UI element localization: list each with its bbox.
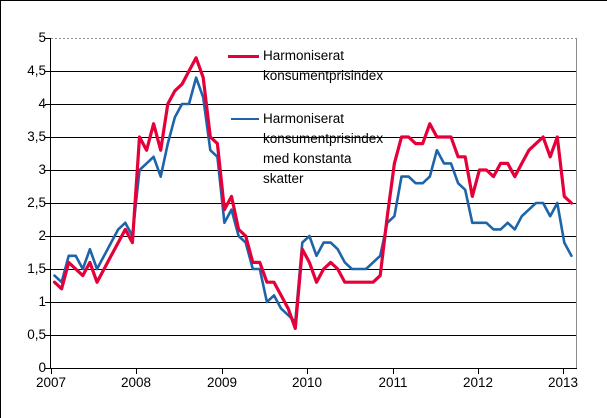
y-axis-label: 1,5 [27, 261, 46, 276]
y-axis-label: 2 [38, 228, 46, 243]
y-axis-label: 4,5 [27, 63, 46, 78]
legend-label-line: konsumentprisindex [263, 68, 384, 83]
legend-line-hicp [228, 55, 259, 58]
legend-label-line: konsumentprisindex [263, 131, 384, 146]
y-axis-label: 2,5 [27, 195, 46, 210]
x-axis-label: 2011 [378, 375, 408, 390]
hicp-constant-tax-series-line [53, 76, 573, 324]
legend-label-line: Harmoniserat [263, 111, 345, 126]
x-axis-label: 2010 [291, 375, 323, 390]
y-axis-label: 5 [38, 30, 46, 45]
y-axis-label: 4 [38, 96, 46, 111]
x-axis-label: 2009 [206, 375, 238, 390]
x-axis-label: 2007 [35, 375, 67, 390]
legend-label-hicp-ct: Harmoniserat konsumentprisindex med kons… [263, 109, 413, 189]
x-axis-label: 2008 [120, 375, 152, 390]
y-axis-label: 0,5 [27, 327, 46, 342]
legend-label-line: Harmoniserat [263, 48, 345, 63]
legend-label-line: skatter [263, 171, 304, 186]
y-axis-label: 0 [38, 360, 46, 375]
x-axis-label: 2012 [462, 375, 494, 390]
hicp-series-line [52, 56, 574, 330]
legend-label-line: med konstanta [263, 151, 352, 166]
y-axis-label: 3 [38, 162, 46, 177]
x-axis-label: 2013 [547, 375, 579, 390]
legend-label-hicp: Harmoniserat konsumentprisindex [263, 46, 413, 86]
legend-line-hicp-ct [231, 118, 259, 120]
y-axis-label: 1 [38, 294, 46, 309]
y-axis-label: 3,5 [27, 129, 46, 144]
